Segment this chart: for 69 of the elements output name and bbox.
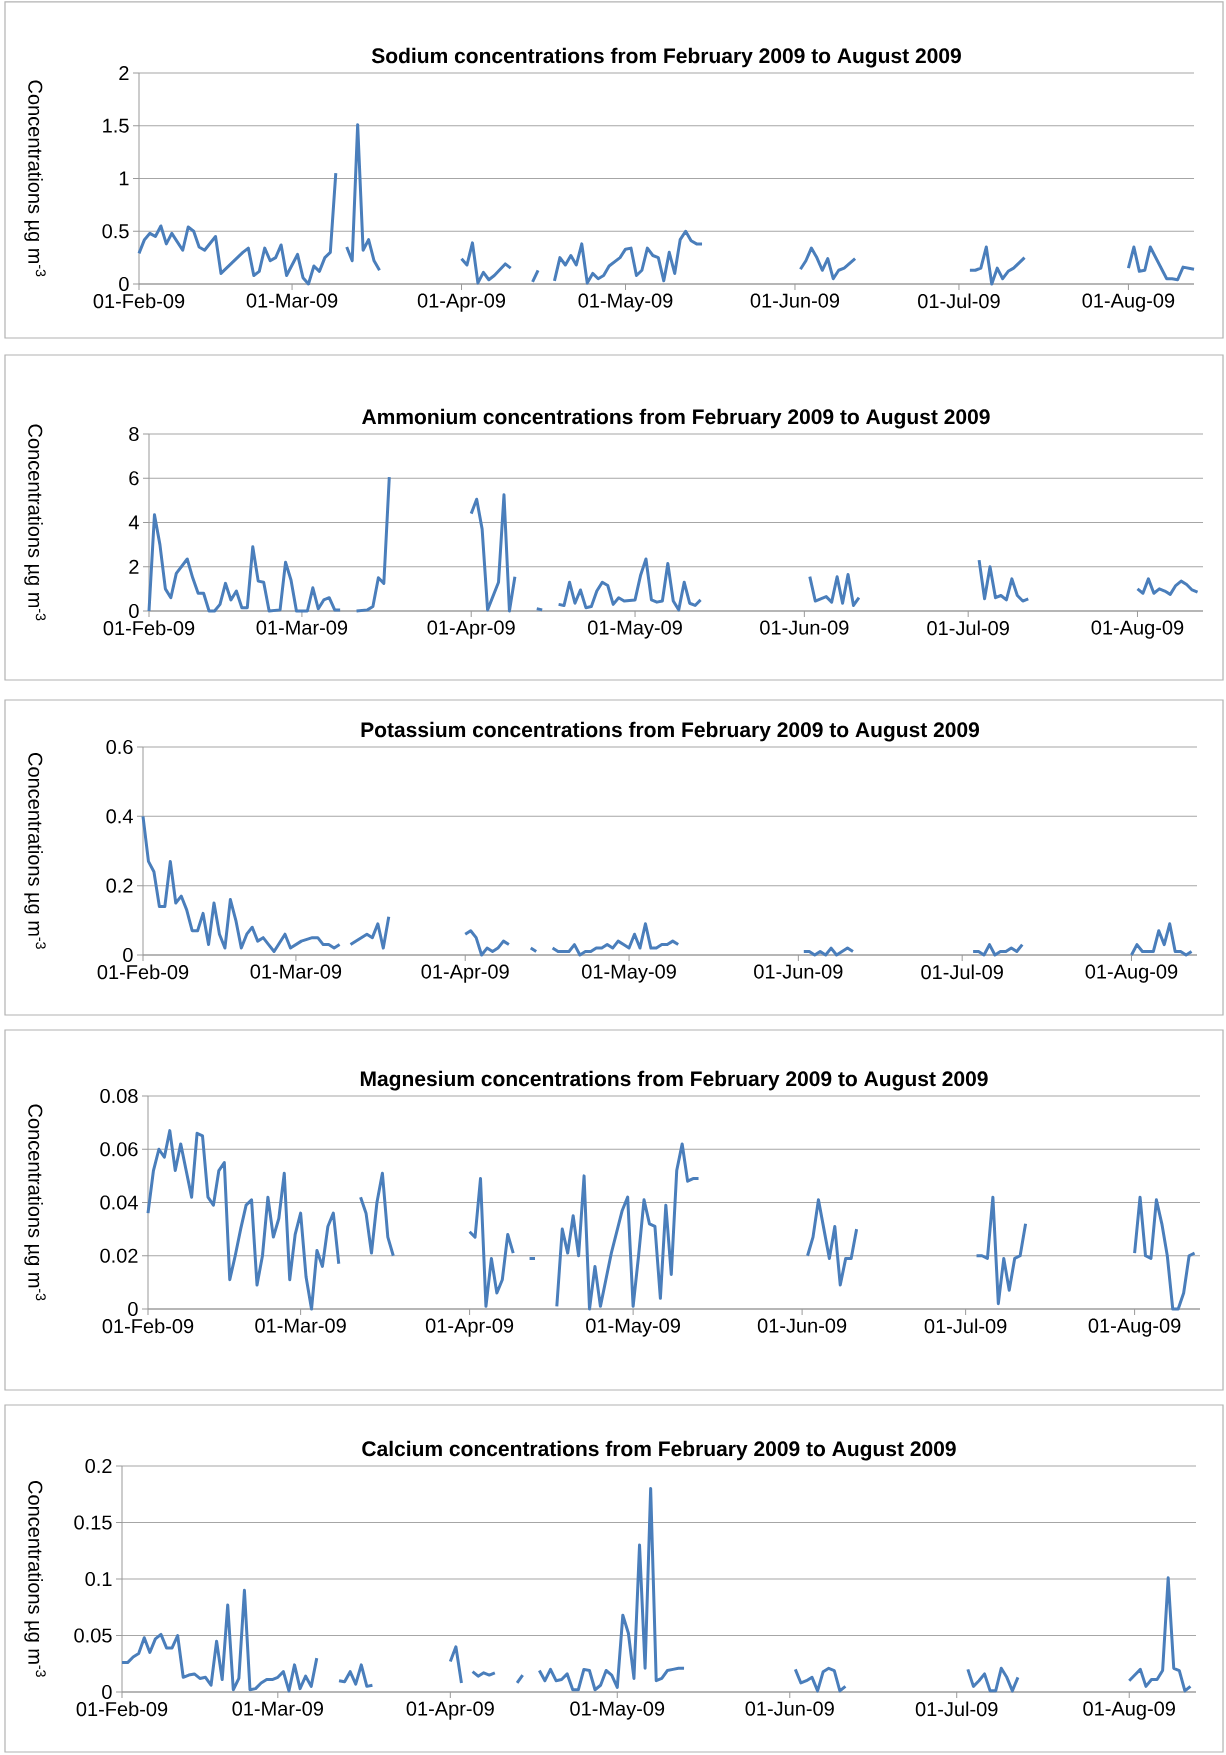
x-tick-label: 01-Jul-09 <box>921 964 1003 980</box>
x-tick-label: 01-Jul-09 <box>924 1318 1007 1334</box>
x-tick-label: 01-Mar-09 <box>256 620 348 635</box>
x-tick-label: 01-Jul-09 <box>918 293 1000 309</box>
x-tick-label: 01-Apr-09 <box>421 964 509 983</box>
y-tick-label: 1 <box>119 171 129 186</box>
x-tick-label: 01-Feb-09 <box>102 1318 194 1334</box>
x-tick-label: 01-May-09 <box>582 964 676 983</box>
y-tick-label: 0.15 <box>74 1515 112 1530</box>
x-tick-label: 01-Aug-09 <box>1083 1701 1175 1720</box>
x-tick-label: 01-Apr-09 <box>406 1701 494 1720</box>
y-axis-title: Concentrations µg m$^{-3}$ <box>24 1481 46 1677</box>
y-axis-title: Concentrations µg m$^{-3}$ <box>24 424 46 621</box>
x-tick-label: 01-Jun-09 <box>757 1318 847 1333</box>
x-tick-label: 01-Aug-09 <box>1091 620 1184 639</box>
y-axis-title: Concentrations µg m$^{-3}$ <box>24 80 46 277</box>
y-tick-label: 2 <box>129 559 139 574</box>
x-tick-label: 01-Jul-09 <box>915 1701 998 1717</box>
x-tick-label: 01-Aug-09 <box>1082 293 1175 312</box>
y-tick-label: 0 <box>102 1684 112 1700</box>
x-tick-label: 01-Feb-09 <box>76 1701 168 1717</box>
y-tick-label: 0.2 <box>85 1458 112 1474</box>
x-tick-label: 01-Jun-09 <box>745 1701 834 1716</box>
chart-title: Potassium concentrations from February 2009 to August 2009 <box>361 721 980 742</box>
x-tick-label: 01-Mar-09 <box>232 1701 323 1716</box>
x-tick-label: 01-Feb-09 <box>103 620 195 636</box>
y-tick-label: 0.06 <box>100 1142 138 1157</box>
x-tick-label: 01-Aug-09 <box>1088 1318 1181 1337</box>
y-tick-label: 0.2 <box>106 878 133 893</box>
y-tick-label: 0 <box>123 947 133 963</box>
y-tick-label: 2 <box>119 66 129 80</box>
x-tick-label: 01-Mar-09 <box>255 1318 346 1333</box>
y-tick-label: 0.6 <box>106 739 133 755</box>
y-axis-title: Concentrations µg m$^{-3}$ <box>24 1104 46 1301</box>
y-tick-label: 1.5 <box>103 118 129 133</box>
y-tick-label: 0.1 <box>85 1571 112 1587</box>
y-tick-label: 0.08 <box>100 1088 138 1104</box>
chart-title: Magnesium concentrations from February 2009 to August 2009 <box>360 1070 988 1091</box>
chart-title: Calcium concentrations from February 2009 to August 2009 <box>362 1440 956 1461</box>
x-tick-label: 01-Jun-09 <box>754 964 843 979</box>
y-tick-label: 0.04 <box>100 1195 138 1210</box>
y-tick-label: 6 <box>129 471 139 486</box>
x-tick-label: 01-Apr-09 <box>425 1318 514 1337</box>
x-tick-label: 01-Jun-09 <box>760 620 849 635</box>
y-tick-label: 0 <box>129 603 139 619</box>
y-axis-title: Concentrations µg m$^{-3}$ <box>24 753 46 949</box>
x-tick-label: 01-May-09 <box>578 293 673 312</box>
x-tick-label: 01-Apr-09 <box>417 293 506 312</box>
y-tick-label: 0.05 <box>74 1628 112 1643</box>
y-tick-label: 4 <box>128 515 139 530</box>
x-tick-label: 01-Jun-09 <box>750 293 840 308</box>
x-tick-label: 01-Jul-09 <box>927 620 1009 636</box>
x-tick-label: 01-May-09 <box>586 1318 680 1337</box>
y-tick-label: 0 <box>128 1301 138 1317</box>
x-tick-label: 01-May-09 <box>570 1701 665 1720</box>
x-tick-label: 01-Feb-09 <box>93 293 185 309</box>
x-tick-label: 01-Feb-09 <box>97 964 189 980</box>
x-tick-label: 01-Mar-09 <box>246 293 338 308</box>
y-tick-label: 0.4 <box>106 809 133 824</box>
y-tick-label: 0.02 <box>100 1248 138 1263</box>
x-tick-label: 01-Aug-09 <box>1085 964 1178 983</box>
y-tick-label: 0 <box>119 276 129 292</box>
y-tick-label: 0.5 <box>102 224 129 239</box>
x-tick-label: 01-Mar-09 <box>250 964 342 979</box>
x-tick-label: 01-Apr-09 <box>427 620 515 639</box>
x-tick-label: 01-May-09 <box>588 620 682 639</box>
chart-title: Sodium concentrations from February 2009 to August 2009 <box>371 47 961 68</box>
y-tick-label: 8 <box>129 426 139 442</box>
chart-title: Ammonium concentrations from February 2009 to August 2009 <box>362 408 990 429</box>
